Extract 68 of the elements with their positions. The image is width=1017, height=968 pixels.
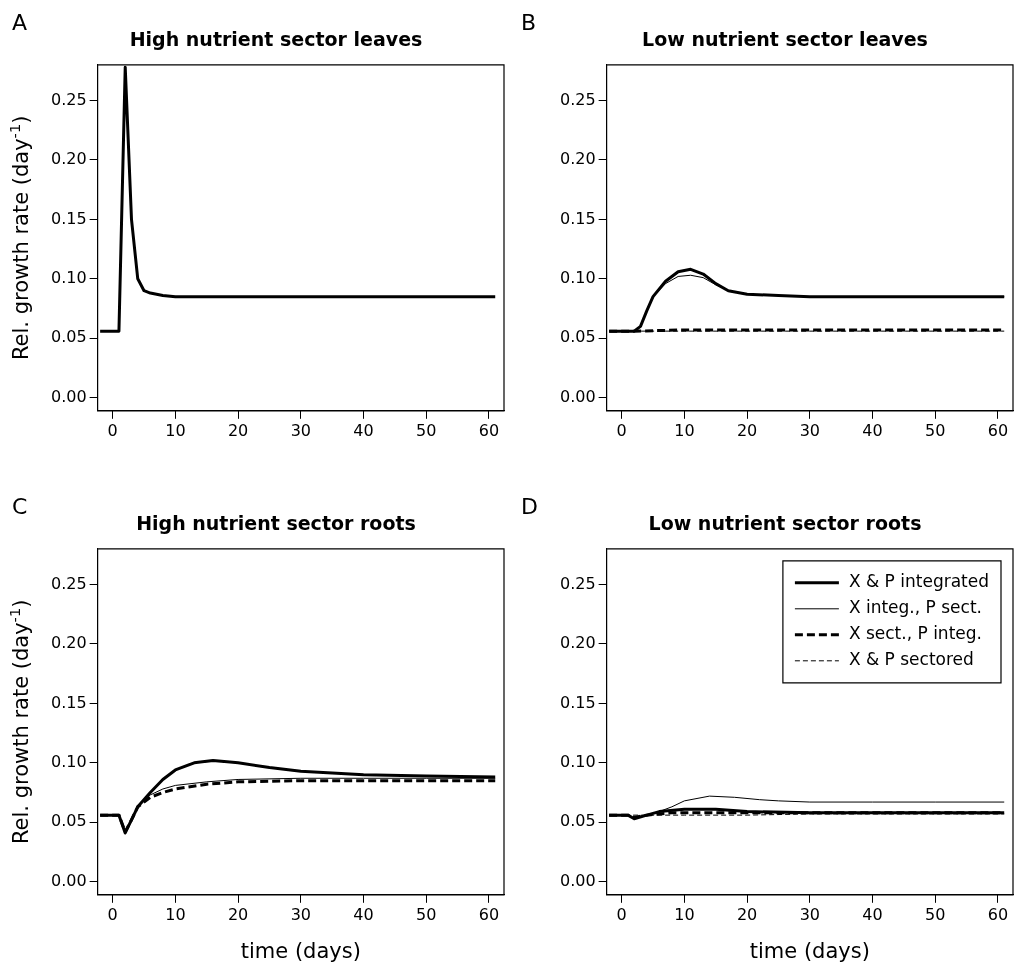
y-tick-label: 0.10 bbox=[51, 751, 87, 771]
x-tick-label: 0 bbox=[616, 904, 627, 924]
x-tick-label: 60 bbox=[987, 904, 1009, 924]
x-tick-label: 60 bbox=[478, 420, 500, 440]
x-tick-label: 30 bbox=[799, 420, 820, 440]
chart-title: Low nutrient sector roots bbox=[648, 512, 922, 535]
y-tick-label: 0.25 bbox=[560, 573, 596, 593]
x-axis-title: time (days) bbox=[240, 939, 361, 963]
x-tick-label: 50 bbox=[416, 904, 437, 924]
y-tick-label: 0.15 bbox=[560, 208, 596, 228]
y-tick-label: 0.15 bbox=[51, 692, 87, 712]
x-tick-label: 40 bbox=[862, 420, 883, 440]
y-tick-label: 0.05 bbox=[51, 327, 87, 347]
x-tick-label: 60 bbox=[987, 420, 1009, 440]
legend-label: X sect., P integ. bbox=[848, 623, 982, 644]
x-tick-label: 0 bbox=[616, 420, 627, 440]
chart-title: High nutrient sector leaves bbox=[129, 28, 423, 51]
x-tick-label: 0 bbox=[107, 420, 118, 440]
y-axis-title: Rel. growth rate (day-1) bbox=[5, 115, 33, 361]
x-tick-label: 40 bbox=[353, 420, 374, 440]
y-tick-label: 0.10 bbox=[560, 267, 596, 287]
y-tick-label: 0.05 bbox=[560, 327, 596, 347]
x-tick-label: 50 bbox=[925, 904, 946, 924]
x-axis-title: time (days) bbox=[749, 939, 870, 963]
y-tick-label: 0.20 bbox=[51, 149, 87, 169]
legend-label: X integ., P sect. bbox=[848, 597, 982, 618]
y-tick-label: 0.20 bbox=[51, 633, 87, 653]
text: C bbox=[12, 494, 28, 519]
x-tick-label: 50 bbox=[416, 420, 437, 440]
x-tick-label: 50 bbox=[925, 420, 946, 440]
chart-title: High nutrient sector roots bbox=[136, 512, 416, 535]
y-tick-label: 0.25 bbox=[560, 89, 596, 109]
x-tick-label: 30 bbox=[290, 904, 311, 924]
x-tick-label: 20 bbox=[227, 420, 249, 440]
chart-title: Low nutrient sector leaves bbox=[642, 28, 928, 51]
x-tick-label: 10 bbox=[674, 904, 695, 924]
x-tick-label: 20 bbox=[227, 904, 249, 924]
y-tick-label: 0.10 bbox=[51, 267, 87, 287]
x-tick-label: 0 bbox=[107, 904, 118, 924]
x-tick-label: 10 bbox=[165, 420, 186, 440]
y-tick-label: 0.20 bbox=[560, 149, 596, 169]
y-tick-label: 0.15 bbox=[51, 208, 87, 228]
y-axis-title: Rel. growth rate (day-1) bbox=[5, 599, 33, 845]
text: D bbox=[521, 494, 538, 519]
y-tick-label: 0.15 bbox=[560, 692, 596, 712]
y-tick-label: 0.10 bbox=[560, 751, 596, 771]
y-tick-label: 0.00 bbox=[560, 386, 596, 406]
x-tick-label: 20 bbox=[736, 904, 758, 924]
y-tick-label: 0.25 bbox=[51, 89, 87, 109]
y-tick-label: 0.25 bbox=[51, 573, 87, 593]
x-tick-label: 10 bbox=[165, 904, 186, 924]
y-tick-label: 0.05 bbox=[51, 811, 87, 831]
legend-label: X & P sectored bbox=[848, 649, 974, 670]
y-tick-label: 0.00 bbox=[51, 870, 87, 890]
x-tick-label: 10 bbox=[674, 420, 695, 440]
x-tick-label: 40 bbox=[862, 904, 883, 924]
legend-label: X & P integrated bbox=[848, 571, 990, 592]
text: B bbox=[521, 10, 537, 35]
x-tick-label: 60 bbox=[478, 904, 500, 924]
x-tick-label: 30 bbox=[799, 904, 820, 924]
x-tick-label: 20 bbox=[736, 420, 758, 440]
x-tick-label: 40 bbox=[353, 904, 374, 924]
y-tick-label: 0.00 bbox=[560, 870, 596, 890]
y-tick-label: 0.00 bbox=[51, 386, 87, 406]
y-tick-label: 0.05 bbox=[560, 811, 596, 831]
x-tick-label: 30 bbox=[290, 420, 311, 440]
y-tick-label: 0.20 bbox=[560, 633, 596, 653]
text: A bbox=[12, 10, 28, 35]
